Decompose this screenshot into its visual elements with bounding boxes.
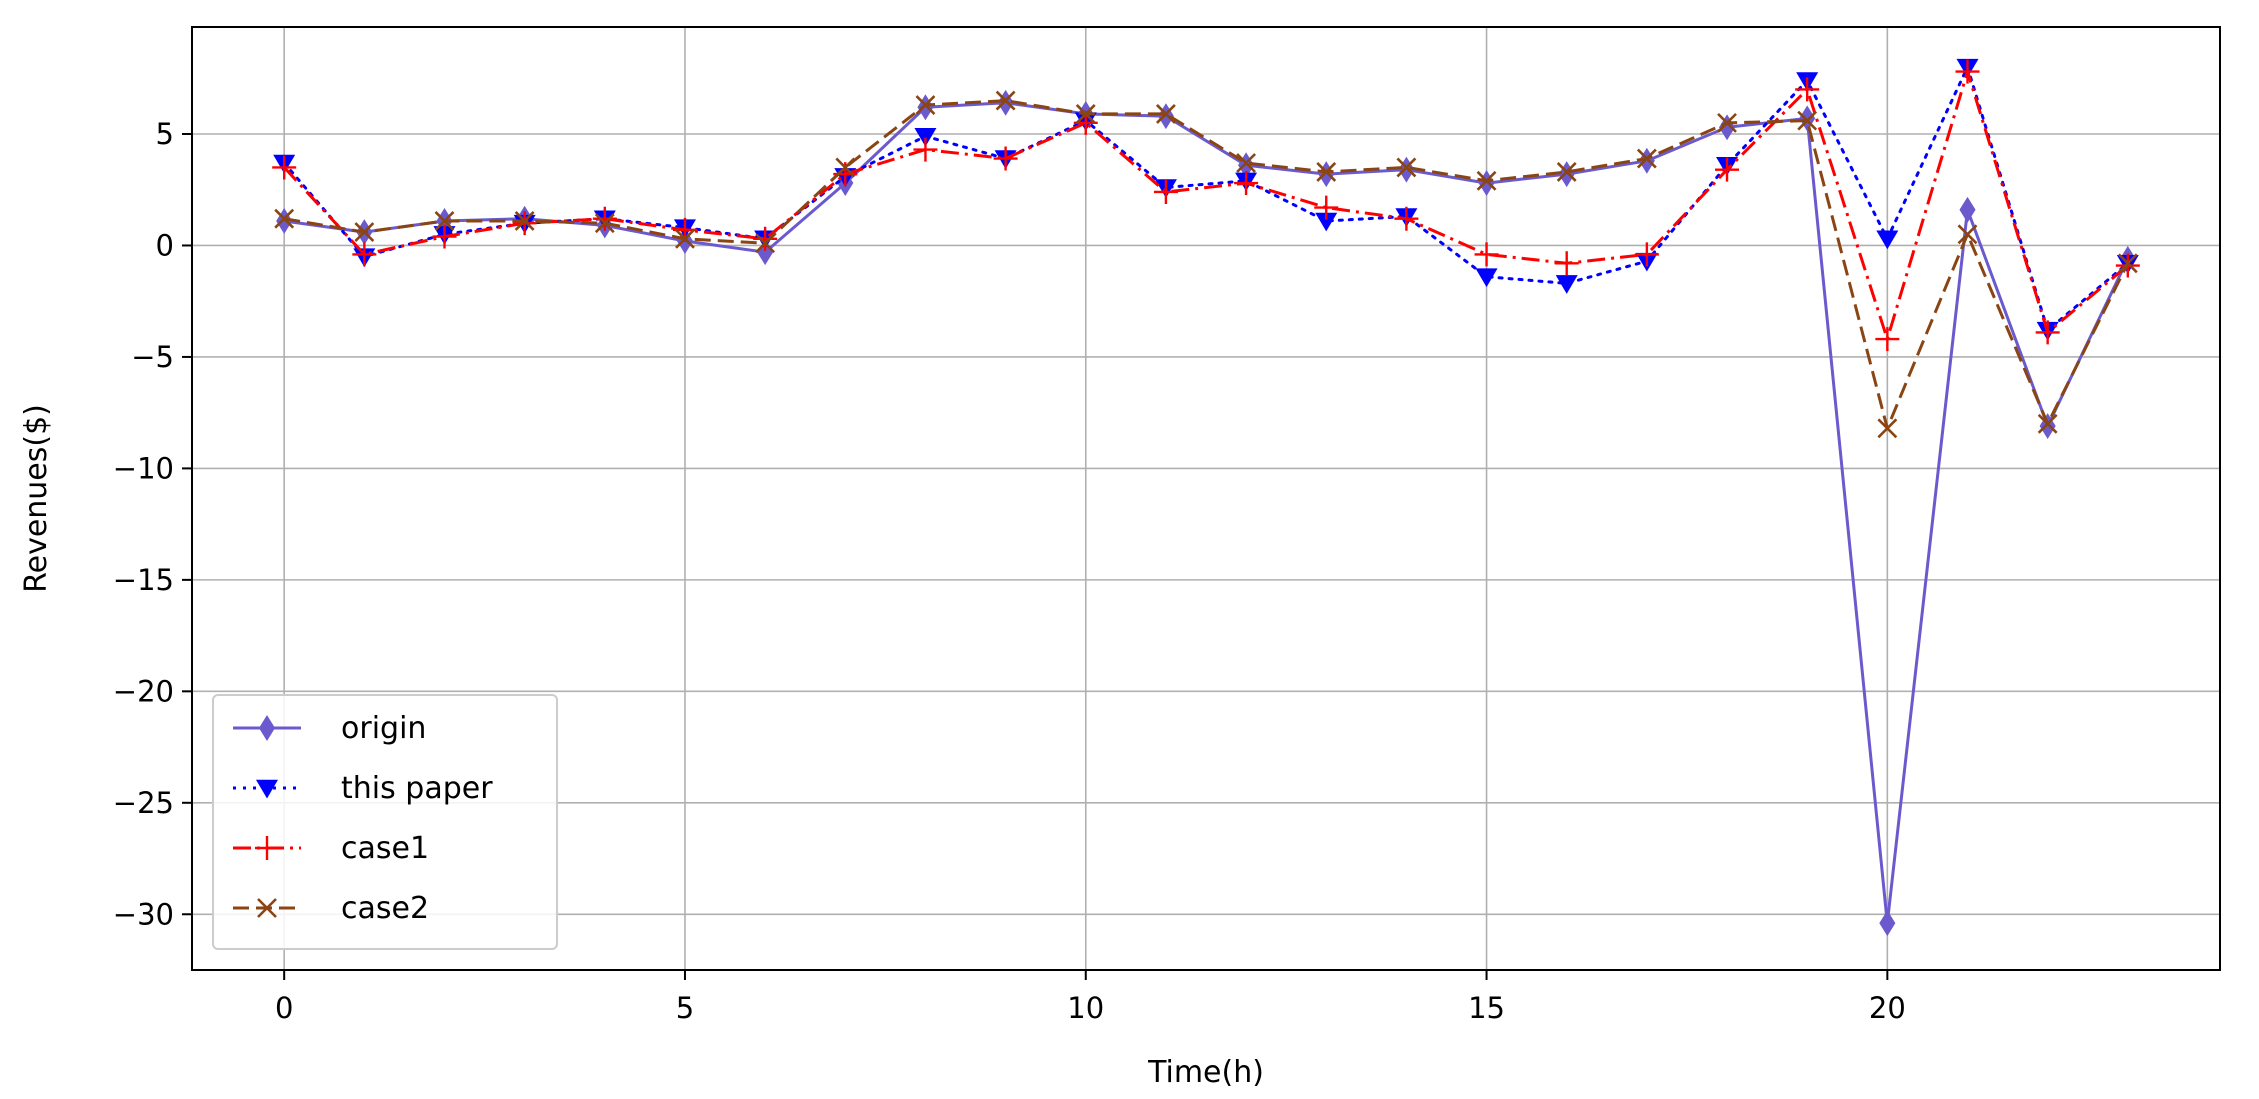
series-line-this-paper <box>282 65 2130 332</box>
y-tick-label: −20 <box>113 674 174 708</box>
legend-marker-this-paper <box>256 779 278 799</box>
data-point-this-paper <box>1876 230 1899 250</box>
data-point-this-paper <box>1315 212 1338 232</box>
data-point-case2 <box>2037 413 2058 434</box>
data-point-case2 <box>1236 153 1256 173</box>
y-axis-label: Revenues($) <box>19 404 54 593</box>
legend-marker-origin <box>258 715 276 741</box>
data-point-case2 <box>1877 418 1898 439</box>
data-point-case2 <box>594 213 615 234</box>
data-point-this-paper <box>914 127 937 147</box>
legend-marker-case2 <box>257 898 277 918</box>
data-point-case1 <box>1634 242 1659 267</box>
legend-label: case2 <box>341 891 429 926</box>
data-point-case2 <box>1636 148 1657 169</box>
data-point-case1 <box>1394 206 1419 231</box>
series-line-case2 <box>283 99 2130 430</box>
data-point-case1 <box>993 146 1018 171</box>
series-case1 <box>272 59 2140 352</box>
data-point-case2 <box>675 228 695 249</box>
series-line-case1 <box>283 70 2129 341</box>
data-point-case2 <box>1316 161 1337 182</box>
data-point-case1 <box>1153 179 1178 204</box>
data-point-case1 <box>1234 171 1259 196</box>
data-point-case1 <box>272 155 297 180</box>
data-point-case1 <box>1314 195 1339 220</box>
legend: origin this paper case1 case2 <box>212 694 558 950</box>
y-tick-label: −30 <box>113 897 174 931</box>
data-point-case2 <box>1075 104 1096 124</box>
data-point-case2 <box>1556 161 1577 182</box>
data-point-case1 <box>1875 327 1900 352</box>
data-point-case1 <box>1554 251 1579 276</box>
data-point-case1 <box>1715 157 1740 182</box>
data-point-case2 <box>1476 170 1497 191</box>
data-point-case2 <box>835 157 856 178</box>
data-point-case1 <box>753 226 778 251</box>
x-tick-label: 20 <box>1869 991 1906 1025</box>
data-point-case1 <box>352 242 377 267</box>
x-tick-label: 0 <box>275 991 293 1025</box>
data-point-case2 <box>995 90 1016 111</box>
data-point-origin <box>1959 196 1976 223</box>
data-point-case1 <box>1795 77 1820 102</box>
data-point-case2 <box>1396 157 1417 178</box>
legend-box <box>212 694 558 950</box>
data-point-case1 <box>913 137 938 162</box>
y-tick-label: −10 <box>113 451 174 485</box>
legend-label: this paper <box>341 771 493 806</box>
data-point-case1 <box>1474 242 1499 267</box>
x-tick-label: 10 <box>1067 991 1104 1025</box>
data-point-case2 <box>915 95 936 115</box>
data-point-case2 <box>514 211 535 231</box>
data-point-this-paper <box>1555 275 1578 294</box>
data-point-case1 <box>592 206 617 231</box>
x-tick-label: 15 <box>1468 991 1505 1025</box>
data-point-case2 <box>1717 112 1737 133</box>
axis-ticks: 0 5 10 15 20 5 0 −5 −10 −15 −20 −25 −30 <box>113 117 1906 1025</box>
data-point-case1 <box>2035 320 2060 345</box>
data-point-case2 <box>274 208 295 229</box>
legend-marker-case1 <box>255 836 279 860</box>
data-point-case1 <box>1955 59 1980 84</box>
data-point-case2 <box>1156 104 1176 124</box>
data-point-case2 <box>434 211 455 231</box>
data-point-origin <box>1879 910 1896 937</box>
plot-frame <box>191 26 2221 971</box>
data-point-case2 <box>1797 110 1818 131</box>
data-point-case1 <box>512 211 537 236</box>
data-point-case2 <box>1957 224 1978 245</box>
x-axis-label: Time(h) <box>1147 1055 1264 1090</box>
data-point-case2 <box>755 233 776 254</box>
y-tick-label: 5 <box>156 117 174 151</box>
y-tick-label: −15 <box>113 563 174 597</box>
data-point-case1 <box>432 224 457 249</box>
y-tick-label: −25 <box>113 786 174 820</box>
plot-series <box>272 58 2140 937</box>
data-point-case2 <box>2117 253 2138 274</box>
y-tick-label: 0 <box>156 228 174 262</box>
x-tick-label: 5 <box>676 991 694 1025</box>
series-this-paper <box>273 58 2139 341</box>
legend-label: case1 <box>341 831 429 866</box>
legend-label: origin <box>341 711 426 746</box>
series-case2 <box>274 90 2138 439</box>
y-tick-label: −5 <box>131 340 174 374</box>
data-point-this-paper <box>1475 268 1498 288</box>
data-point-case2 <box>354 222 375 243</box>
